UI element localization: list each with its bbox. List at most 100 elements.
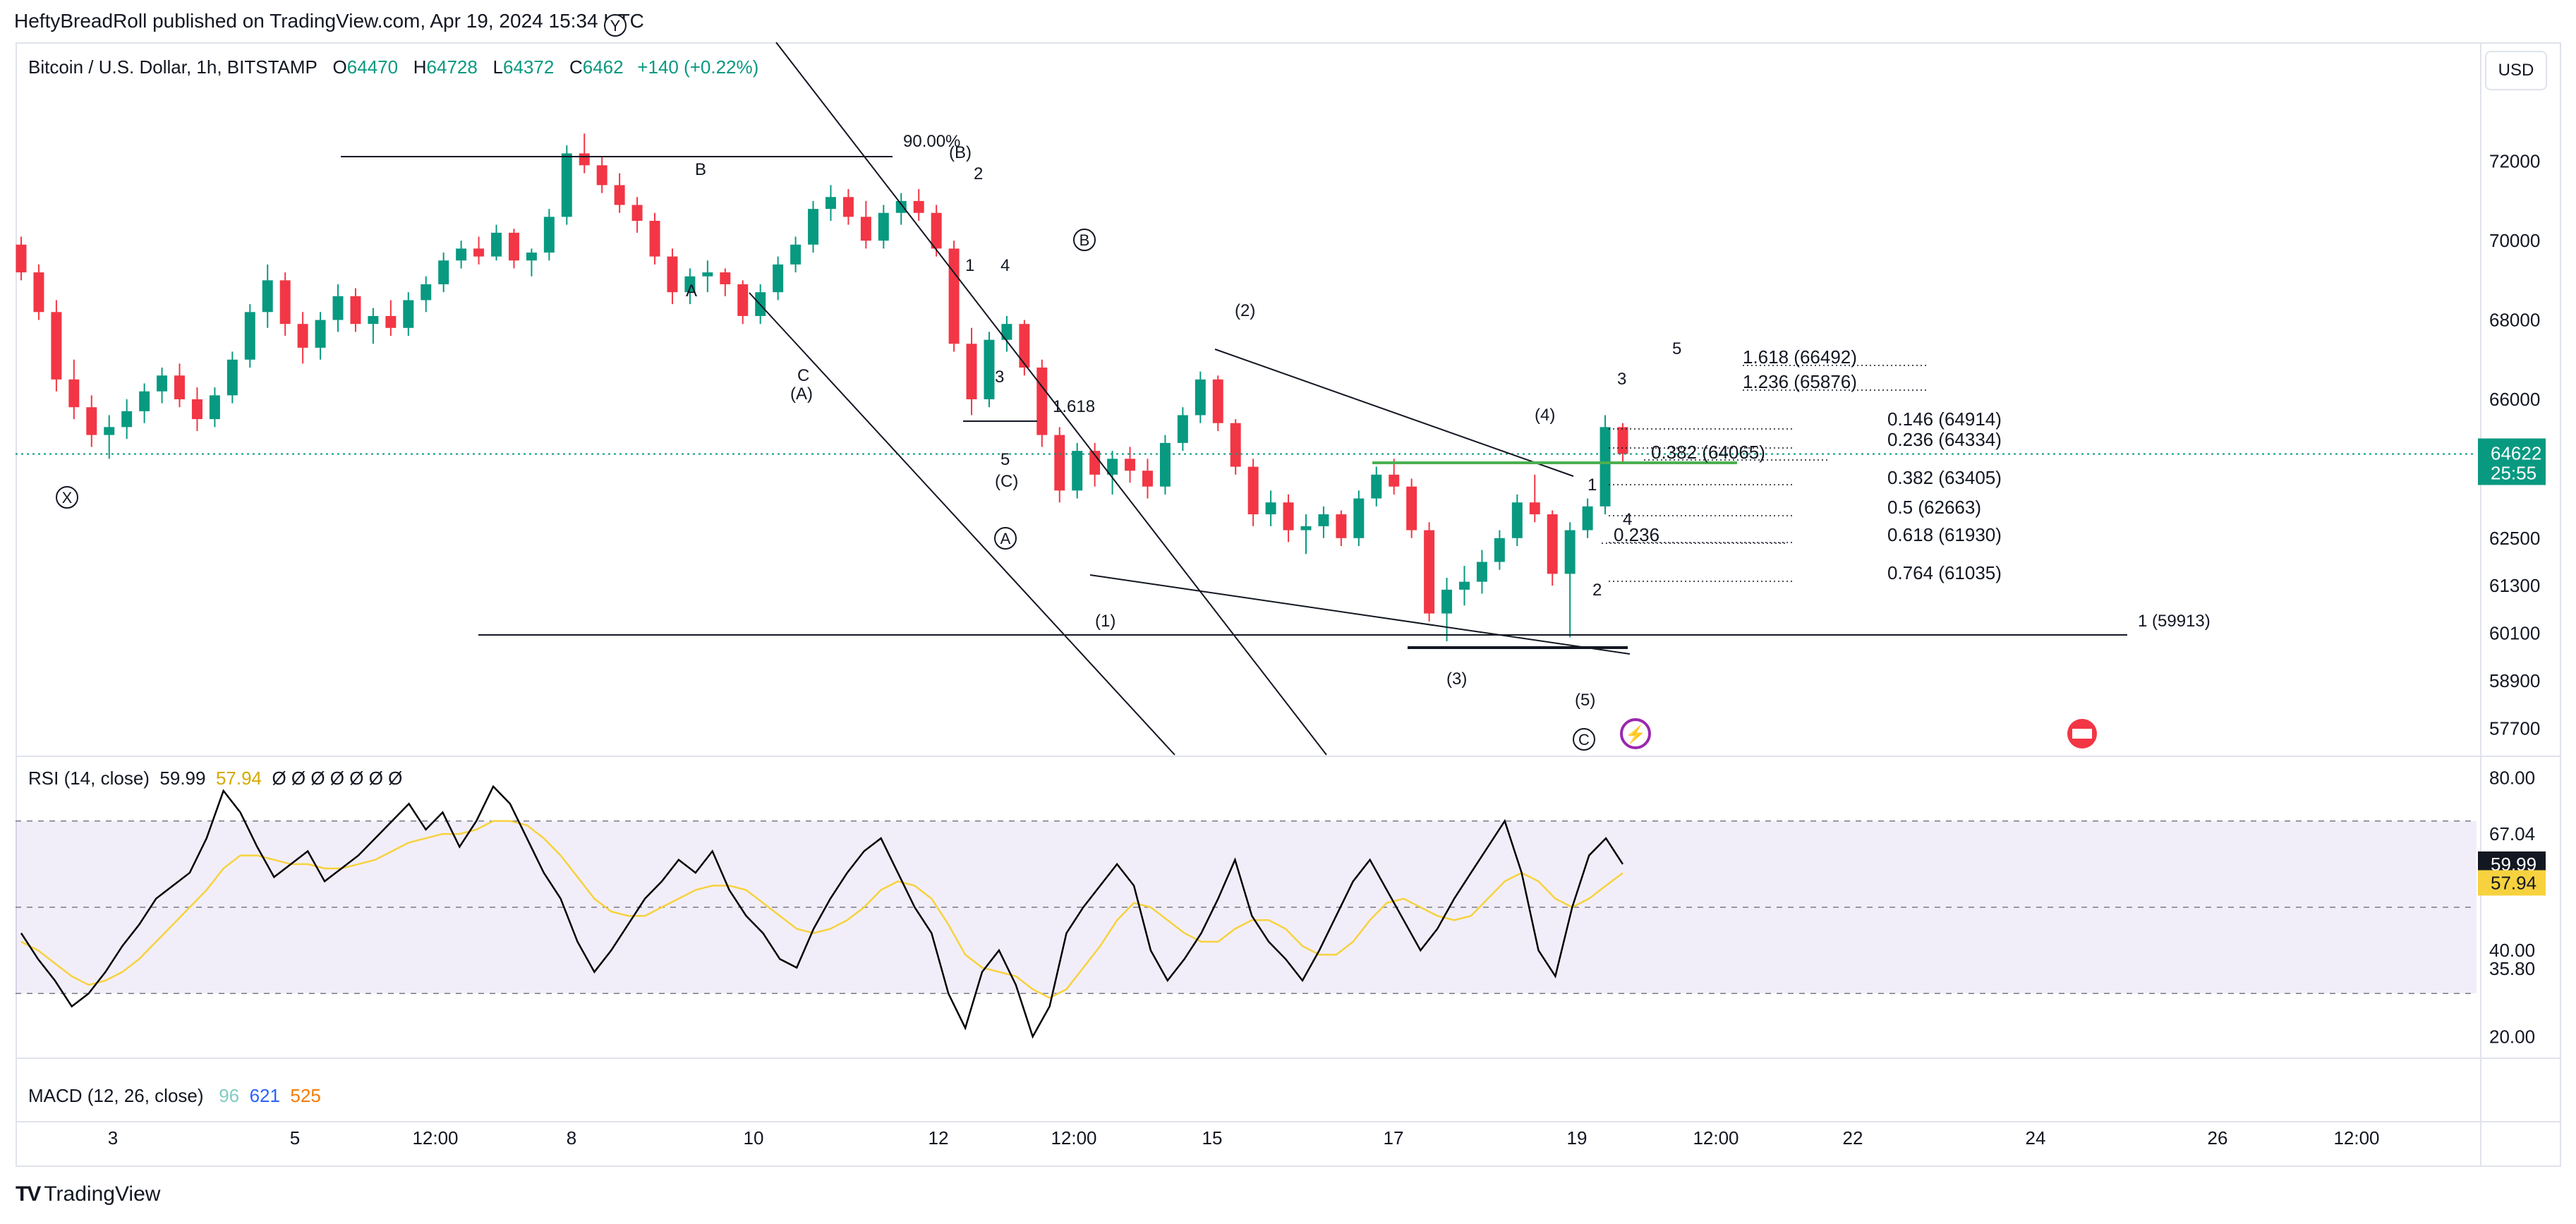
candle-body bbox=[244, 312, 255, 360]
candle-body bbox=[174, 375, 185, 399]
descending-channel-upper bbox=[775, 42, 1327, 756]
candle-body bbox=[456, 248, 467, 261]
rsi-tick-label: 35.80 bbox=[2489, 958, 2535, 979]
macd-hist-value: 96 bbox=[219, 1085, 240, 1106]
rsi-tick-label: 40.00 bbox=[2489, 940, 2535, 961]
tradingview-logo[interactable]: TV TradingView bbox=[16, 1182, 160, 1206]
wave-label: (5) bbox=[1575, 691, 1595, 710]
candle-body bbox=[948, 248, 960, 344]
candle-body bbox=[860, 217, 871, 241]
currency-button[interactable]: USD bbox=[2485, 51, 2547, 90]
publisher-line: HeftyBreadRoll published on TradingView.… bbox=[14, 10, 644, 32]
candle-body bbox=[684, 276, 696, 293]
circled-wave-label: X bbox=[62, 489, 73, 507]
close-label: C bbox=[569, 56, 583, 78]
candle-body bbox=[279, 280, 291, 325]
wave-label: 3 bbox=[1617, 370, 1626, 389]
descending-channel-lower bbox=[749, 292, 1175, 756]
candle-body bbox=[1582, 506, 1593, 531]
circled-wave-marker bbox=[994, 527, 1017, 550]
candle-body bbox=[1125, 459, 1136, 471]
high-label: H bbox=[413, 56, 427, 78]
candle-body bbox=[226, 359, 238, 396]
candle-body bbox=[1600, 427, 1611, 507]
candle-body bbox=[1353, 498, 1365, 538]
candle-body bbox=[1529, 502, 1540, 515]
low-label: L bbox=[492, 56, 503, 78]
candle-body bbox=[16, 244, 27, 273]
candle-body bbox=[1177, 415, 1188, 443]
candle-body bbox=[1230, 423, 1241, 467]
candle-body bbox=[1283, 502, 1294, 531]
fib-level-label: 1.618 (66492) bbox=[1743, 346, 1857, 368]
price-tick-label: 62500 bbox=[2489, 528, 2540, 549]
candle-body bbox=[297, 324, 308, 348]
candle-body bbox=[526, 252, 537, 261]
candle-body bbox=[720, 272, 731, 284]
wave-label: (A) bbox=[790, 384, 813, 404]
open-label: O bbox=[332, 56, 347, 78]
candle-body bbox=[68, 379, 80, 408]
candle-body bbox=[984, 339, 995, 399]
price-tick-label: 70000 bbox=[2489, 230, 2540, 251]
time-tick-label: 26 bbox=[2208, 1127, 2228, 1149]
candle-body bbox=[332, 296, 344, 320]
candle-body bbox=[1142, 471, 1153, 487]
symbol-legend: Bitcoin / U.S. Dollar, 1h, BITSTAMP O644… bbox=[28, 56, 758, 78]
candle-body bbox=[1265, 502, 1276, 515]
candle-body bbox=[403, 300, 414, 328]
rsi-tick-label: 67.04 bbox=[2489, 823, 2535, 844]
candle-body bbox=[1300, 526, 1312, 531]
time-tick-label: 10 bbox=[744, 1127, 764, 1149]
rsi-tick-label: 20.00 bbox=[2489, 1026, 2535, 1047]
time-tick-label: 12 bbox=[929, 1127, 949, 1149]
time-tick-label: 8 bbox=[567, 1127, 576, 1149]
fib-level-label: 0.5 (62663) bbox=[1887, 497, 1981, 518]
candle-body bbox=[1247, 466, 1259, 515]
candle-body bbox=[1107, 459, 1118, 475]
wave-label: 3 bbox=[995, 368, 1004, 387]
candle-body bbox=[421, 284, 432, 301]
wave-label: 4 bbox=[1623, 510, 1632, 529]
circled-wave-marker bbox=[1573, 728, 1595, 751]
candle-body bbox=[1617, 427, 1628, 454]
candle-body bbox=[1406, 486, 1417, 531]
fib-level-label: 0.764 (61035) bbox=[1887, 562, 2002, 583]
candle-body bbox=[913, 200, 924, 213]
fib-level-label: 1.236 (65876) bbox=[1743, 371, 1857, 392]
macd-legend: MACD (12, 26, close) 96 621 525 bbox=[28, 1085, 321, 1107]
fib-level-label: 0.236 bbox=[1614, 524, 1659, 545]
candle-body bbox=[350, 296, 361, 325]
candle-body bbox=[790, 244, 802, 265]
rsi-ma-line bbox=[20, 820, 1623, 999]
open-value: 64470 bbox=[346, 56, 399, 78]
tradingview-logo-icon: TV bbox=[16, 1182, 41, 1206]
candle-body bbox=[1424, 530, 1435, 614]
wedge-lower-line bbox=[1089, 574, 1631, 655]
wave-label: 4 bbox=[1000, 256, 1010, 275]
candle-body bbox=[209, 395, 220, 420]
candle-body bbox=[508, 232, 519, 261]
candle-body bbox=[1371, 474, 1382, 499]
lightning-event-icon: ⚡ bbox=[1625, 725, 1646, 744]
wave-label: (4) bbox=[1535, 406, 1555, 425]
candle-body bbox=[1159, 442, 1171, 487]
macd-signal-value: 525 bbox=[290, 1085, 321, 1106]
price-tick-label: 60100 bbox=[2489, 623, 2540, 644]
fib-level-label: 0.236 (64334) bbox=[1887, 429, 2002, 450]
circled-wave-marker bbox=[56, 486, 78, 509]
rsi-value: 59.99 bbox=[159, 768, 206, 789]
candle-body bbox=[631, 205, 643, 221]
price-tick-label: 66000 bbox=[2489, 389, 2540, 410]
candle-body bbox=[491, 232, 502, 257]
rsi-ma-value: 57.94 bbox=[215, 768, 262, 789]
candle-body bbox=[895, 200, 907, 213]
close-value: 6462 bbox=[582, 56, 627, 78]
candle-body bbox=[1019, 324, 1030, 368]
wave-label: 1 bbox=[1588, 475, 1597, 495]
fib-level-label: 0.618 (61930) bbox=[1887, 524, 2002, 545]
candle-body bbox=[649, 221, 660, 257]
wave-label: 1 bbox=[965, 256, 974, 275]
candle-body bbox=[1511, 502, 1523, 538]
